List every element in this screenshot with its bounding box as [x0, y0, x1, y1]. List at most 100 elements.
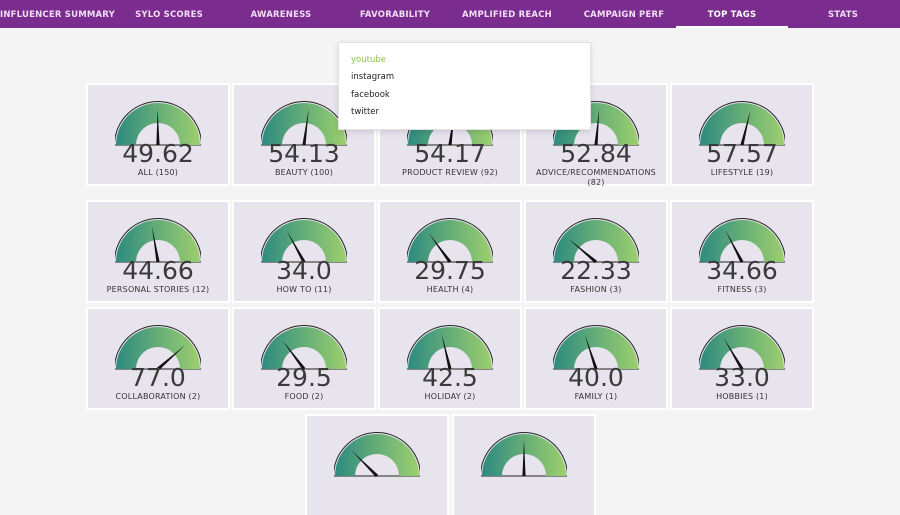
tag-score: 22.33 — [560, 256, 632, 285]
gauge-arc — [335, 434, 419, 476]
gauge-needle — [428, 233, 452, 263]
score-gauge — [115, 325, 201, 371]
tag-score: 29.5 — [276, 363, 332, 392]
tag-tile: 57.57 LIFESTYLE (19) — [672, 85, 812, 184]
tag-tile: 29.75 HEALTH (4) — [380, 202, 520, 301]
gauge-arc — [116, 103, 200, 145]
tag-gauge-grid: 49.62 ALL (150) 54.13 BEAUTY (100) 54.17 PROD… — [88, 85, 812, 515]
tab-stats[interactable]: STATS — [827, 10, 859, 20]
dropdown-option-youtube[interactable]: youtube — [351, 55, 386, 65]
gauge-arc — [408, 220, 492, 262]
gauge-outline — [699, 101, 785, 146]
tag-tile: 49.62 ALL (150) — [88, 85, 228, 184]
score-gauge — [115, 101, 201, 146]
gauge-needle — [584, 334, 598, 370]
gauge-outline — [261, 325, 347, 370]
tab-top-tags[interactable]: TOP TAGS — [676, 0, 788, 28]
score-gauge — [115, 218, 201, 263]
tag-score: 42.5 — [422, 363, 478, 392]
gauge-arc — [554, 220, 638, 262]
gauge-outline — [407, 218, 493, 263]
tab-favorability[interactable]: FAVORABILITY — [359, 10, 431, 20]
tag-label: LIFESTYLE (19) — [710, 168, 774, 177]
dropdown-option-twitter[interactable]: twitter — [351, 107, 380, 117]
gauge-arc — [262, 327, 346, 369]
tag-score: 54.13 — [268, 139, 340, 168]
tab-awareness[interactable]: AWARENESS — [250, 10, 312, 20]
gauge-needle — [740, 110, 751, 146]
gauge-arc — [262, 220, 346, 262]
gauge-arc — [554, 327, 638, 369]
gauge-needle — [151, 226, 160, 263]
tag-tile: 34.0 HOW TO (11) — [234, 202, 374, 301]
tag-label: FASHION (3) — [570, 285, 622, 294]
tag-label: ADVICE/RECOMMENDATIONS (82) — [536, 168, 656, 187]
platform-dropdown-menu: youtube instagram facebook twitter — [338, 42, 591, 130]
gauge-needle — [156, 109, 160, 146]
gauge-needle — [441, 333, 452, 370]
gauge-outline — [261, 101, 347, 146]
tag-tile: 29.5 FOOD (2) — [234, 309, 374, 408]
tag-tile: 33.0 HOBBIES (1) — [672, 309, 812, 408]
tag-label: PERSONAL STORIES (12) — [106, 285, 210, 294]
gauge-outline — [115, 218, 201, 263]
gauge-arc — [700, 220, 784, 262]
tag-score: 34.0 — [276, 256, 332, 285]
tag-score: 49.62 — [122, 139, 194, 168]
gauge-needle — [723, 338, 744, 370]
dropdown-option-instagram[interactable]: instagram — [351, 72, 395, 82]
gauge-needle — [302, 109, 309, 146]
tab-campaign-perf[interactable]: CAMPAIGN PERF — [583, 10, 665, 20]
gauge-outline — [699, 325, 785, 370]
tab-influencer-summary[interactable]: INFLUENCER SUMMARY — [0, 10, 115, 20]
tag-score: 52.84 — [560, 139, 632, 168]
tag-tile: 22.33 FASHION (3) — [526, 202, 666, 301]
tag-tile — [454, 416, 594, 515]
gauge-outline — [553, 218, 639, 263]
gauge-arc — [700, 103, 784, 145]
gauge-outline — [115, 325, 201, 370]
tab-amplified-reach[interactable]: AMPLIFIED REACH — [462, 10, 552, 20]
tag-score: 29.75 — [414, 256, 486, 285]
tag-tile: 42.5 HOLIDAY (2) — [380, 309, 520, 408]
gauge-outline — [261, 218, 347, 263]
gauge-outline — [699, 218, 785, 263]
score-gauge — [334, 432, 420, 478]
tab-sylo-scores[interactable]: SYLO SCORES — [135, 10, 203, 20]
score-gauge — [553, 218, 639, 264]
tag-label: FOOD (2) — [284, 392, 324, 401]
tag-tile: 44.66 PERSONAL STORIES (12) — [88, 202, 228, 301]
gauge-outline — [407, 325, 493, 370]
gauge-outline — [115, 101, 201, 146]
tag-score: 33.0 — [714, 363, 770, 392]
gauge-needle — [725, 230, 744, 263]
gauge-needle — [282, 340, 306, 370]
gauge-arc — [116, 220, 200, 262]
tag-label: HOW TO (11) — [276, 285, 332, 294]
tag-label: COLLABORATION (2) — [115, 392, 201, 401]
tag-score: 44.66 — [122, 256, 194, 285]
gauge-needle — [568, 238, 598, 264]
gauge-outline — [553, 325, 639, 370]
gauge-arc — [408, 327, 492, 369]
score-gauge — [261, 218, 347, 263]
tag-label: FITNESS (3) — [717, 285, 767, 294]
tag-score: 40.0 — [568, 363, 624, 392]
tag-tile: 40.0 FAMILY (1) — [526, 309, 666, 408]
score-gauge — [261, 325, 347, 370]
dropdown-option-facebook[interactable]: facebook — [351, 90, 390, 100]
tag-label: HEALTH (4) — [426, 285, 474, 294]
tag-label: FAMILY (1) — [574, 392, 618, 401]
tag-label: PRODUCT REVIEW (92) — [402, 168, 498, 177]
tag-score: 77.0 — [130, 363, 186, 392]
tag-tile: 34.66 FITNESS (3) — [672, 202, 812, 301]
score-gauge — [699, 218, 785, 263]
gauge-arc — [116, 327, 200, 369]
gauge-arc — [262, 103, 346, 145]
tag-score: 54.17 — [414, 139, 486, 168]
gauge-arc — [700, 327, 784, 369]
tag-tile: 77.0 COLLABORATION (2) — [88, 309, 228, 408]
score-gauge — [553, 325, 639, 370]
top-nav: INFLUENCER SUMMARY SYLO SCORES AWARENESS… — [0, 0, 900, 28]
score-gauge — [261, 101, 347, 146]
